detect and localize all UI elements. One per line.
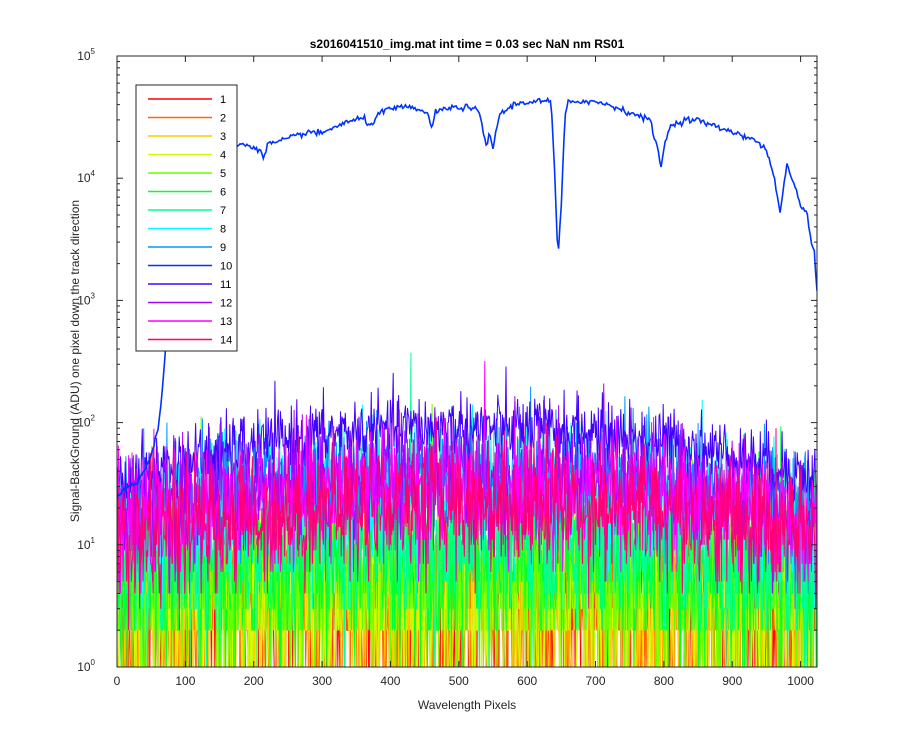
- legend-label-5: 5: [220, 168, 226, 180]
- legend-label-6: 6: [220, 187, 226, 199]
- legend-label-9: 9: [220, 242, 226, 254]
- x-tick-label: 100: [175, 674, 195, 688]
- plot-frame: [116, 55, 818, 668]
- x-tick-label: 700: [586, 674, 606, 688]
- x-tick-label: 600: [517, 674, 537, 688]
- x-tick-label: 0: [114, 674, 121, 688]
- series-group: [117, 96, 817, 667]
- x-tick-label: 400: [380, 674, 400, 688]
- legend-box: [135, 84, 238, 352]
- legend-label-7: 7: [220, 205, 226, 217]
- legend-label-11: 11: [220, 279, 231, 291]
- series-line-11: [117, 366, 817, 514]
- x-axis-label: Wavelength Pixels: [418, 698, 516, 712]
- x-tick-label: 500: [449, 674, 469, 688]
- legend-label-14: 14: [220, 335, 232, 347]
- legend-label-4: 4: [220, 150, 226, 162]
- x-tick-label: 300: [312, 674, 332, 688]
- legend-label-1: 1: [220, 94, 226, 106]
- x-tick-label: 1000: [787, 674, 814, 688]
- chart-title: s2016041510_img.mat int time = 0.03 sec …: [310, 37, 625, 51]
- legend-label-2: 2: [220, 113, 226, 125]
- legend-label-12: 12: [220, 298, 232, 310]
- legend-label-8: 8: [220, 224, 226, 236]
- series-line-7: [117, 352, 817, 667]
- x-tick-label: 800: [654, 674, 674, 688]
- legend-label-3: 3: [220, 131, 226, 143]
- x-tick-label: 900: [722, 674, 742, 688]
- y-axis-label: Signal-BackGround (ADU) one pixel down t…: [68, 200, 82, 522]
- series-line-14: [117, 417, 817, 631]
- axes-group: 0 100 200 300 400 500 600 700 800 900 100010010110…: [77, 47, 817, 688]
- legend-label-10: 10: [220, 261, 232, 273]
- legend-label-13: 13: [220, 316, 232, 328]
- x-tick-label: 200: [244, 674, 264, 688]
